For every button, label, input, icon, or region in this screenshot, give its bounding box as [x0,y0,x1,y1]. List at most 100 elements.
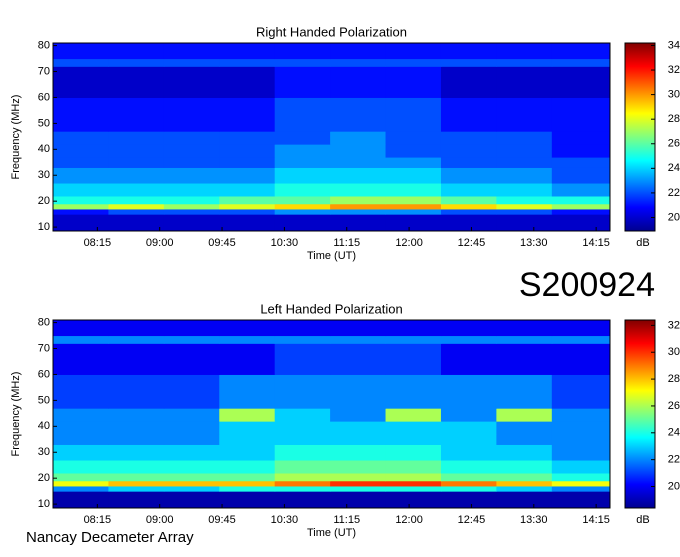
heat-cell [274,58,331,67]
heat-cell [163,480,220,487]
colorbar-tick-label: 26 [668,138,680,150]
heat-cell [108,208,165,215]
colorbar-tick-label: 26 [668,400,680,412]
heat-cell [219,408,276,422]
heat-cell [108,335,165,344]
colorbar-tick-label: 20 [668,211,680,223]
y-tick-label: 60 [38,368,50,380]
heat-cell [496,214,553,232]
heat-cell [219,167,276,184]
heat-cell [219,157,276,168]
heat-cell [440,460,497,474]
heat-cell [385,167,442,184]
heat-cell [551,320,611,337]
heat-cell [108,421,165,435]
heat-cell [274,343,331,375]
colorbar-tick-label: 28 [668,373,680,385]
heat-cell [219,203,276,210]
heat-cell [496,97,553,132]
heat-cell [108,408,165,422]
heat-cell [385,183,442,197]
heat-cell [440,195,497,205]
heat-cell [274,434,331,445]
heat-cell [53,167,109,184]
heat-cell [330,97,387,132]
heat-cell [108,203,165,210]
heat-cell [53,157,109,168]
x-tick-label: 11:15 [333,514,360,526]
heat-cell [108,131,165,145]
heat-cell [53,421,109,435]
heat-cell [163,320,220,337]
heat-cell [440,167,497,184]
heat-cell [163,491,220,509]
heat-cell [219,374,276,409]
heat-cell [274,472,331,482]
heat-cell [163,167,220,184]
heat-cell [330,203,387,210]
heat-cell [274,183,331,197]
y-tick-label: 10 [38,498,50,510]
heat-cell [163,472,220,482]
colorbar-tick-label: 22 [668,187,680,199]
y-tick-label: 80 [38,316,50,328]
heat-cell [163,157,220,168]
heat-cell [163,343,220,375]
x-tick-label: 14:15 [582,514,610,526]
heat-cell [53,491,109,509]
heat-cell [108,485,165,492]
heat-cell [440,183,497,197]
heat-cell [385,131,442,145]
heat-cell [440,144,497,158]
heat-cell [440,131,497,145]
heat-cell [53,374,109,409]
heat-cell [108,66,165,98]
heat-cell [108,157,165,168]
heat-cell [330,491,387,509]
heat-cell [53,208,109,215]
heat-cell [551,183,611,197]
heat-cell [108,43,165,60]
x-tick-label: 12:45 [458,514,486,526]
heat-cell [219,97,276,132]
y-tick-label: 70 [38,342,50,354]
heat-cell [219,320,276,337]
heat-cell [440,444,497,461]
heat-cell [496,480,553,487]
heat-cell [53,214,109,232]
heat-cell [274,421,331,435]
heat-cell [551,444,611,461]
heat-cell [53,444,109,461]
heat-cell [219,183,276,197]
heat-cell [163,58,220,67]
heat-cell [496,335,553,344]
x-tick-label: 08:15 [84,514,112,526]
heat-cell [53,472,109,482]
heat-cell [385,374,442,409]
heat-cell [440,43,497,60]
y-tick-label: 20 [38,472,50,484]
heat-cell [496,167,553,184]
heat-cell [219,208,276,215]
heat-cell [330,408,387,422]
x-tick-label: 09:00 [146,237,174,249]
heat-cell [53,434,109,445]
heat-cell [274,444,331,461]
y-tick-label: 20 [38,195,50,207]
heat-cell [330,460,387,474]
heat-cell [330,144,387,158]
heat-cell [440,214,497,232]
colorbar [624,319,656,509]
event-id: S200924 [519,266,655,304]
heat-cell [219,195,276,205]
heat-cell [53,485,109,492]
heat-cell [108,167,165,184]
colorbar-tick-label: 32 [668,319,680,331]
heat-cell [163,203,220,210]
heat-cell [551,167,611,184]
colorbar-label: dB [636,514,649,526]
heat-cell [108,444,165,461]
heat-cell [385,343,442,375]
heat-cell [551,195,611,205]
heat-cell [440,58,497,67]
